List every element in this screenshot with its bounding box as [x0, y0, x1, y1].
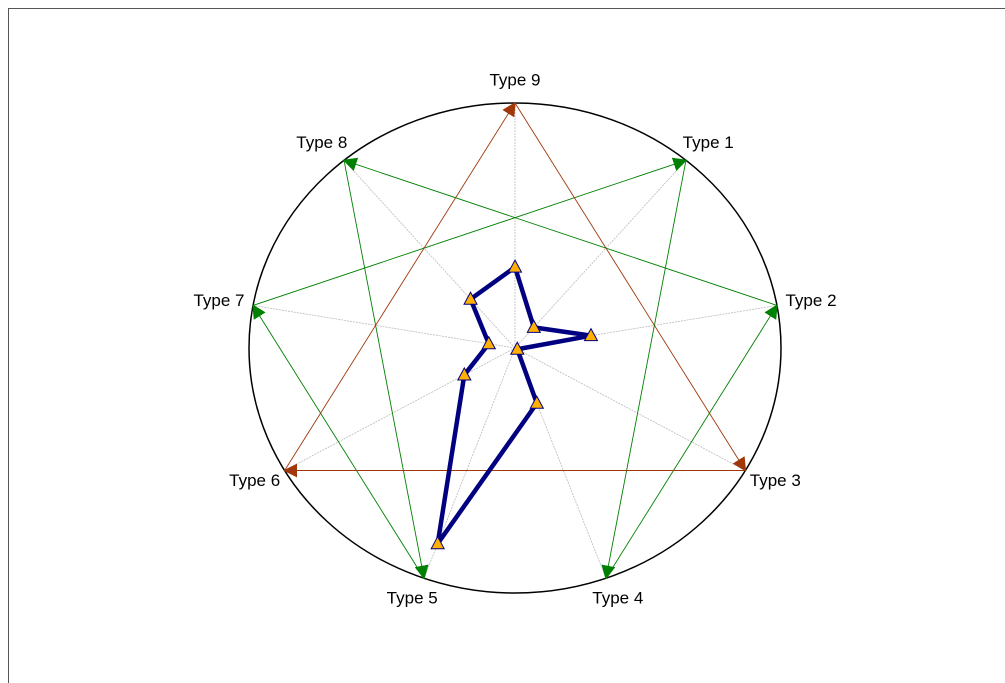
point-marker [481, 335, 497, 350]
category-label: Type 3 [750, 471, 801, 490]
spoke [514, 160, 687, 349]
enneagram-triangle [514, 102, 747, 472]
category-label: Type 2 [785, 291, 836, 310]
series-line [435, 264, 594, 546]
frame [8, 8, 1005, 683]
point-marker [509, 341, 525, 355]
spoke [514, 347, 746, 471]
point-marker [507, 259, 523, 273]
spoke [284, 347, 516, 471]
spoke [343, 160, 516, 349]
enneagram-triangle [284, 101, 516, 471]
enneagram-line [252, 157, 688, 306]
enneagram-line [342, 157, 778, 306]
point-marker [456, 366, 472, 381]
category-label: Type 7 [193, 291, 244, 310]
category-label: Type 8 [296, 133, 347, 152]
category-label: Type 4 [592, 588, 643, 607]
spoke [514, 347, 607, 579]
enneagram-line [343, 160, 429, 580]
category-label: Type 5 [387, 588, 438, 607]
point-marker [526, 319, 542, 333]
enneagram-line [601, 160, 687, 580]
category-label: Type 1 [683, 133, 734, 152]
point-marker [430, 535, 446, 550]
enneagram-line [252, 304, 425, 579]
point-marker [529, 395, 545, 409]
spoke [252, 305, 516, 349]
category-label: Type 9 [489, 70, 540, 89]
point-marker [463, 291, 478, 305]
category-label: Type 6 [229, 471, 280, 490]
enneagram-line [605, 304, 778, 579]
spoke [514, 305, 778, 349]
point-marker [583, 327, 599, 342]
spoke [423, 347, 516, 579]
